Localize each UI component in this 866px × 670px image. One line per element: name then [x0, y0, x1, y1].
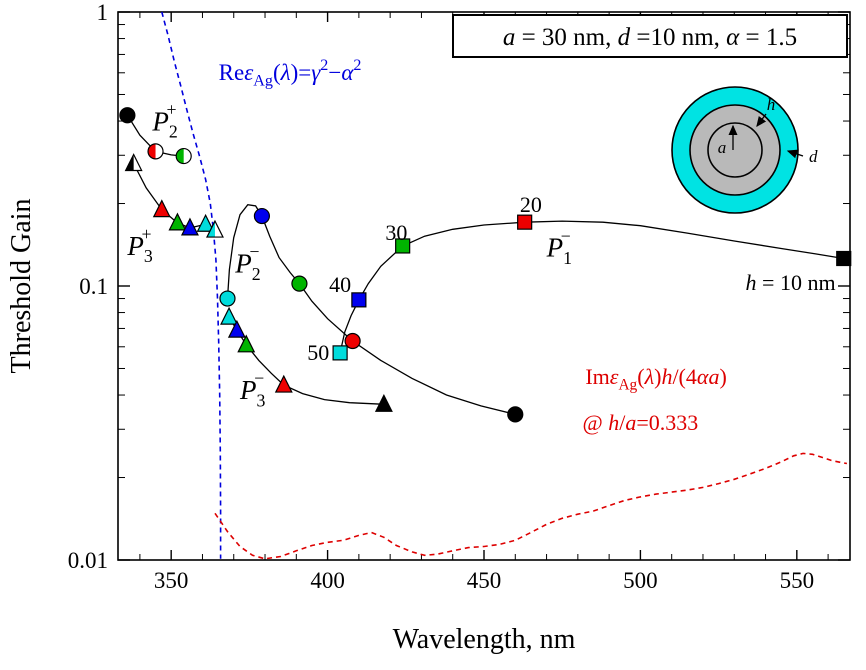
data-point-P2-minus-h20 — [344, 332, 361, 350]
inset-diagram: a h d — [671, 86, 818, 214]
curve-P2-minus — [226, 203, 516, 416]
data-point-P2-minus-h50 — [219, 290, 236, 307]
markers-P2-minus — [219, 207, 524, 423]
data-point-P1-minus-h20 — [517, 214, 533, 230]
x-tick-label: 500 — [623, 568, 658, 593]
y-tick-label: 0.01 — [68, 548, 108, 573]
im-eps-label-1: ImεAg(λ)h/(4αa) — [585, 364, 726, 393]
x-tick-label: 550 — [780, 568, 815, 593]
y-tick-label: 0.1 — [79, 274, 108, 299]
im-eps-label-2: @ h/a=0.333 — [583, 410, 699, 435]
data-point-P2-plus-h20 — [147, 143, 164, 160]
data-point-P2-minus-h40 — [253, 207, 270, 225]
mode-label-P3-minus: P3− — [239, 368, 266, 410]
h-label-20: 20 — [520, 192, 542, 217]
data-point-P3-plus-h50 — [196, 213, 215, 232]
data-point-P3-minus-h30 — [237, 334, 256, 353]
param-box-frame — [452, 14, 848, 58]
h-label-30: 30 — [385, 220, 407, 245]
data-point-P3-minus-h20 — [274, 374, 293, 393]
h-label-50: 50 — [307, 340, 329, 365]
data-point-P2-minus-h30 — [291, 275, 308, 292]
data-point-P3-plus-h30 — [168, 212, 187, 231]
data-point-P3-minus-h40 — [227, 319, 246, 338]
y-tick-label: 1 — [97, 0, 109, 25]
data-point-P3-minus-h50 — [220, 306, 239, 325]
x-axis-title: Wavelength, nm — [393, 624, 576, 655]
inset-d-label: d — [809, 147, 818, 166]
data-point-P2-plus-h10 — [119, 107, 136, 124]
h-label-40: 40 — [329, 272, 351, 297]
data-point-P3-plus-h50 — [206, 219, 224, 238]
data-point-P3-minus-h10 — [374, 393, 393, 412]
mode-label-P1-minus: P1− — [546, 226, 572, 268]
mode-label-P2-plus: P2+ — [151, 100, 177, 142]
x-tick-label: 400 — [310, 568, 345, 593]
inset-d-arrow — [786, 149, 804, 159]
param-box: a = 30 nm, d =10 nm, α = 1.5 — [452, 14, 848, 58]
data-point-P2-minus-h10 — [507, 406, 524, 423]
data-point-P2-plus-h30 — [175, 147, 192, 165]
annotations: ReεAg(λ)=γ2−α2 ImεAg(λ)h/(4αa) @ h/a=0.333… — [126, 57, 835, 435]
mode-label-P2-minus: P2− — [234, 242, 260, 284]
inset-h-label: h — [767, 95, 776, 114]
param-box-text: a = 30 nm, d =10 nm, α = 1.5 — [503, 24, 797, 51]
markers-P3-minus — [220, 306, 393, 412]
inset-a-label: a — [718, 138, 727, 157]
data-point-P1-minus-h30 — [395, 238, 411, 254]
curve-re-eps-curve — [161, 11, 222, 559]
curve-im-eps-curve — [214, 452, 848, 560]
inset-h-arrow — [756, 113, 767, 128]
x-tick-label: 350 — [154, 568, 189, 593]
mode-label-P3-plus: P3+ — [126, 224, 153, 266]
h-label-10: h = 10 nm — [746, 270, 836, 295]
y-axis-title: Threshold Gain — [6, 199, 37, 374]
inset-core — [707, 122, 763, 178]
data-point-P3-plus-h20 — [152, 199, 171, 218]
markers-P3-plus — [124, 153, 224, 238]
x-tick-label: 450 — [467, 568, 502, 593]
markers-P2-plus — [119, 107, 192, 165]
data-point-P3-plus-h10 — [124, 153, 143, 172]
data-point-P3-plus-h40 — [180, 217, 199, 236]
data-point-P1-minus-h50 — [332, 345, 348, 361]
data-point-P1-minus-h10 — [836, 250, 852, 267]
markers-P1-minus — [332, 214, 852, 361]
data-point-P1-minus-h40 — [351, 292, 367, 308]
re-eps-label: ReεAg(λ)=γ2−α2 — [219, 57, 362, 89]
